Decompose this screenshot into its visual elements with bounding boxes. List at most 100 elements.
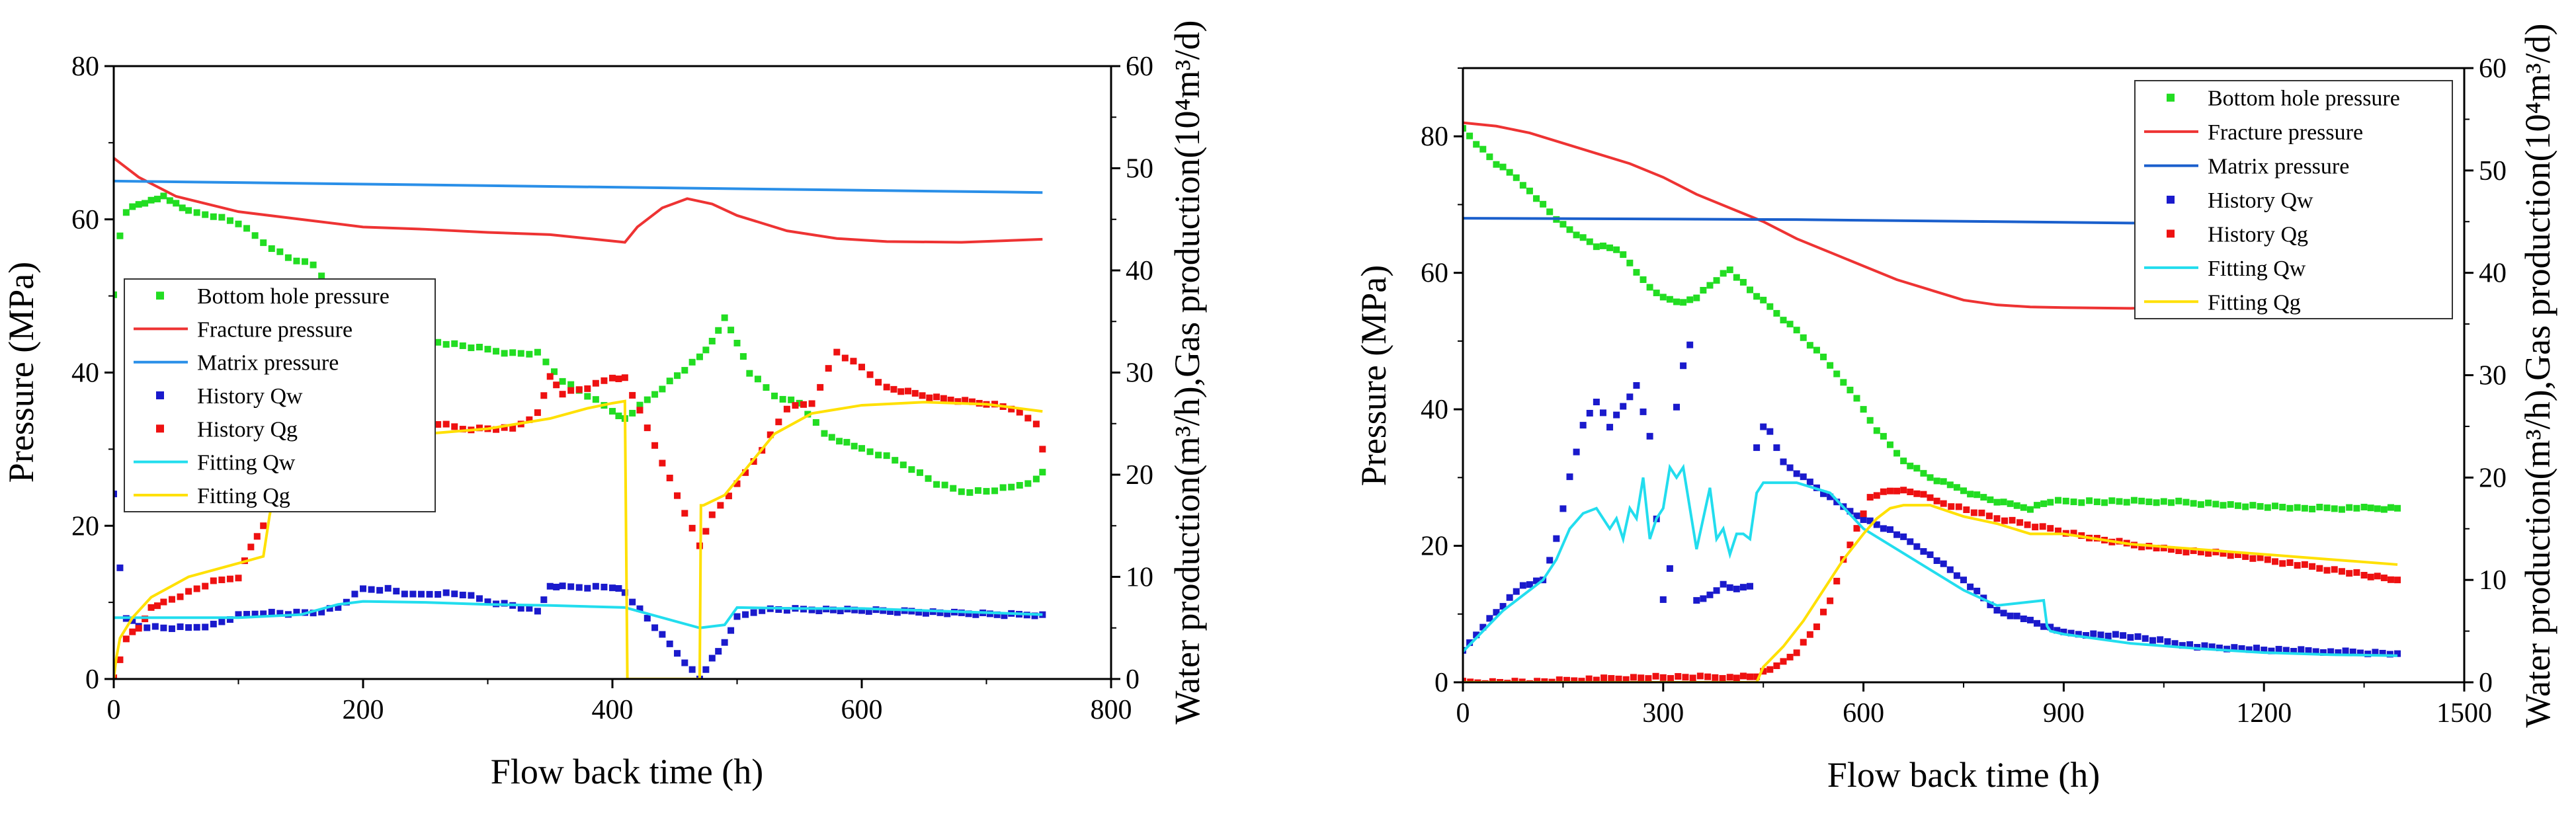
- data-point: [1948, 503, 1955, 510]
- data-point: [226, 217, 233, 224]
- y-axis-label: Pressure (MPa): [1, 262, 41, 483]
- data-point: [993, 611, 1001, 618]
- data-point: [2123, 498, 2130, 506]
- data-point: [151, 623, 159, 630]
- data-point: [1693, 597, 1700, 604]
- data-point: [1880, 432, 1887, 440]
- data-point: [966, 489, 974, 496]
- data-point: [800, 401, 808, 408]
- y2-tick-label: 0: [1126, 664, 1140, 695]
- data-point: [2387, 504, 2394, 511]
- data-point: [1806, 478, 1813, 485]
- data-point: [727, 627, 735, 634]
- data-point: [702, 528, 710, 535]
- data-point: [2208, 643, 2216, 651]
- y2-tick-label: 40: [1126, 256, 1153, 286]
- data-point: [2013, 502, 2020, 509]
- data-point: [459, 342, 466, 349]
- data-point: [1031, 612, 1038, 619]
- data-point: [276, 610, 284, 617]
- data-point: [812, 418, 819, 426]
- data-point: [733, 480, 741, 487]
- data-point: [783, 405, 790, 413]
- data-point: [1880, 525, 1887, 532]
- data-point: [2054, 627, 2061, 634]
- data-point: [688, 666, 696, 673]
- data-point: [1927, 474, 1934, 481]
- data-point: [2000, 610, 2007, 617]
- data-point: [2367, 504, 2374, 512]
- data-point: [534, 608, 541, 615]
- legend-marker-swatch: [156, 391, 164, 399]
- data-point: [2007, 612, 2014, 619]
- data-point: [1786, 653, 1794, 660]
- data-point: [2020, 616, 2027, 623]
- data-point: [767, 431, 774, 438]
- data-point: [1987, 601, 1994, 608]
- data-point: [2279, 504, 2286, 511]
- data-point: [1900, 458, 1907, 465]
- legend-item: Fracture pressure: [134, 317, 353, 342]
- x-axis-label: Flow back time (h): [491, 752, 763, 791]
- data-point: [142, 200, 149, 207]
- data-point: [651, 391, 659, 398]
- data-point: [1967, 583, 1974, 590]
- data-point: [1467, 678, 1474, 682]
- data-point: [1608, 675, 1615, 682]
- data-point: [553, 381, 560, 389]
- data-point: [1953, 572, 1960, 579]
- data-point: [1633, 268, 1640, 276]
- data-point: [2060, 628, 2067, 635]
- data-point: [2168, 545, 2175, 553]
- data-point: [476, 595, 483, 602]
- data-point: [666, 474, 673, 481]
- data-point: [1853, 525, 1860, 532]
- data-point: [2342, 647, 2349, 655]
- data-point: [925, 475, 932, 482]
- data-point: [1886, 526, 1893, 534]
- data-point: [926, 394, 933, 401]
- data-point: [833, 348, 841, 356]
- data-point: [116, 564, 124, 571]
- data-point: [1016, 409, 1023, 416]
- data-point: [1556, 676, 1563, 682]
- data-point: [1479, 145, 1487, 153]
- x-tick-label: 1500: [2436, 698, 2492, 729]
- data-point: [2086, 497, 2093, 504]
- data-point: [2380, 575, 2388, 582]
- data-point: [193, 585, 200, 592]
- legend-label: Matrix pressure: [197, 351, 339, 376]
- data-point: [1640, 276, 1647, 283]
- data-point: [1820, 608, 1827, 616]
- data-point: [1706, 591, 1714, 598]
- data-point: [1586, 238, 1593, 245]
- data-point: [792, 402, 799, 409]
- data-point: [1773, 662, 1780, 669]
- data-point: [310, 261, 317, 268]
- data-point: [1927, 494, 1934, 501]
- data-point: [2309, 505, 2316, 512]
- legend-box: [124, 278, 436, 512]
- data-point: [160, 598, 167, 606]
- data-point: [974, 487, 981, 494]
- data-point: [1001, 612, 1008, 619]
- data-point: [592, 582, 599, 590]
- data-point: [2253, 645, 2260, 652]
- data-point: [2153, 544, 2160, 551]
- data-point: [1940, 500, 1947, 507]
- data-point: [1793, 649, 1800, 657]
- data-point: [2190, 500, 2197, 507]
- data-point: [1032, 475, 1040, 483]
- data-point: [2197, 549, 2204, 556]
- data-point: [122, 635, 130, 643]
- data-point: [1747, 286, 1754, 294]
- data-point: [2039, 523, 2046, 530]
- data-point: [828, 434, 835, 441]
- data-point: [2301, 504, 2308, 512]
- data-point: [1486, 615, 1493, 622]
- series-fracture-pressure: [1463, 121, 2164, 310]
- series-history-qw: [1463, 341, 2401, 658]
- data-point: [1820, 353, 1827, 360]
- data-point: [933, 481, 940, 488]
- y2-tick-label: 20: [1126, 460, 1153, 491]
